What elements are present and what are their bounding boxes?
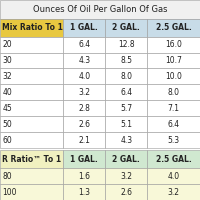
Text: 80: 80: [2, 172, 12, 181]
Bar: [147, 53, 200, 68]
Text: 1.3: 1.3: [78, 188, 90, 197]
Bar: [0, 184, 63, 200]
Bar: [0, 100, 63, 116]
Text: 30: 30: [2, 56, 12, 65]
Text: 45: 45: [2, 104, 12, 113]
Bar: [0, 116, 63, 132]
Text: Mix Ratio To 1: Mix Ratio To 1: [2, 23, 63, 32]
Bar: [147, 150, 200, 168]
Bar: [147, 116, 200, 132]
Bar: [147, 37, 200, 53]
Text: 6.4: 6.4: [120, 88, 132, 97]
Bar: [147, 132, 200, 148]
Text: 16.0: 16.0: [165, 40, 182, 49]
Text: 1 GAL.: 1 GAL.: [70, 155, 98, 164]
Bar: [147, 168, 200, 184]
Text: 3.2: 3.2: [168, 188, 180, 197]
Bar: [105, 19, 147, 37]
Text: 1 GAL.: 1 GAL.: [70, 23, 98, 32]
Text: 5.3: 5.3: [168, 136, 180, 145]
Bar: [105, 100, 147, 116]
Bar: [63, 84, 105, 100]
Text: 10.0: 10.0: [165, 72, 182, 81]
Text: 1.6: 1.6: [78, 172, 90, 181]
Bar: [63, 168, 105, 184]
Text: 4.0: 4.0: [168, 172, 180, 181]
Bar: [0, 0, 200, 19]
Bar: [63, 37, 105, 53]
Text: 60: 60: [2, 136, 12, 145]
Bar: [63, 19, 105, 37]
Bar: [63, 68, 105, 84]
Text: 4.3: 4.3: [78, 56, 90, 65]
Text: 5.7: 5.7: [120, 104, 132, 113]
Bar: [105, 116, 147, 132]
Text: 2.6: 2.6: [120, 188, 132, 197]
Text: 3.2: 3.2: [120, 172, 132, 181]
Bar: [105, 132, 147, 148]
Bar: [63, 116, 105, 132]
Text: 5.1: 5.1: [120, 120, 132, 129]
Text: 40: 40: [2, 88, 12, 97]
Bar: [147, 68, 200, 84]
Bar: [63, 184, 105, 200]
Bar: [105, 37, 147, 53]
Text: Ounces Of Oil Per Gallon Of Gas: Ounces Of Oil Per Gallon Of Gas: [33, 5, 167, 14]
Bar: [147, 19, 200, 37]
Bar: [147, 84, 200, 100]
Bar: [0, 132, 63, 148]
Bar: [63, 53, 105, 68]
Text: 2.5 GAL.: 2.5 GAL.: [156, 155, 192, 164]
Text: 8.5: 8.5: [120, 56, 132, 65]
Bar: [0, 150, 63, 168]
Text: 7.1: 7.1: [168, 104, 180, 113]
Bar: [105, 184, 147, 200]
Text: 10.7: 10.7: [165, 56, 182, 65]
Bar: [63, 150, 105, 168]
Text: 2.8: 2.8: [78, 104, 90, 113]
Text: 8.0: 8.0: [120, 72, 132, 81]
Bar: [0, 68, 63, 84]
Text: 2.6: 2.6: [78, 120, 90, 129]
Bar: [63, 132, 105, 148]
Bar: [63, 100, 105, 116]
Bar: [0, 168, 63, 184]
Bar: [147, 184, 200, 200]
Text: 12.8: 12.8: [118, 40, 135, 49]
Text: R Ratio™ To 1: R Ratio™ To 1: [2, 155, 62, 164]
Text: 4.0: 4.0: [78, 72, 90, 81]
Text: 32: 32: [2, 72, 12, 81]
Bar: [105, 84, 147, 100]
Bar: [105, 68, 147, 84]
Bar: [147, 100, 200, 116]
Text: 4.3: 4.3: [120, 136, 132, 145]
Text: 8.0: 8.0: [168, 88, 180, 97]
Text: 6.4: 6.4: [168, 120, 180, 129]
Text: 2 GAL.: 2 GAL.: [112, 155, 140, 164]
Text: 6.4: 6.4: [78, 40, 90, 49]
Bar: [105, 168, 147, 184]
Text: 3.2: 3.2: [78, 88, 90, 97]
Bar: [0, 53, 63, 68]
Bar: [105, 150, 147, 168]
Text: 2.5 GAL.: 2.5 GAL.: [156, 23, 192, 32]
Text: 100: 100: [2, 188, 17, 197]
Bar: [0, 84, 63, 100]
Text: 2 GAL.: 2 GAL.: [112, 23, 140, 32]
Text: 20: 20: [2, 40, 12, 49]
Bar: [105, 53, 147, 68]
Text: 50: 50: [2, 120, 12, 129]
Bar: [0, 37, 63, 53]
Text: 2.1: 2.1: [78, 136, 90, 145]
Bar: [0, 19, 63, 37]
